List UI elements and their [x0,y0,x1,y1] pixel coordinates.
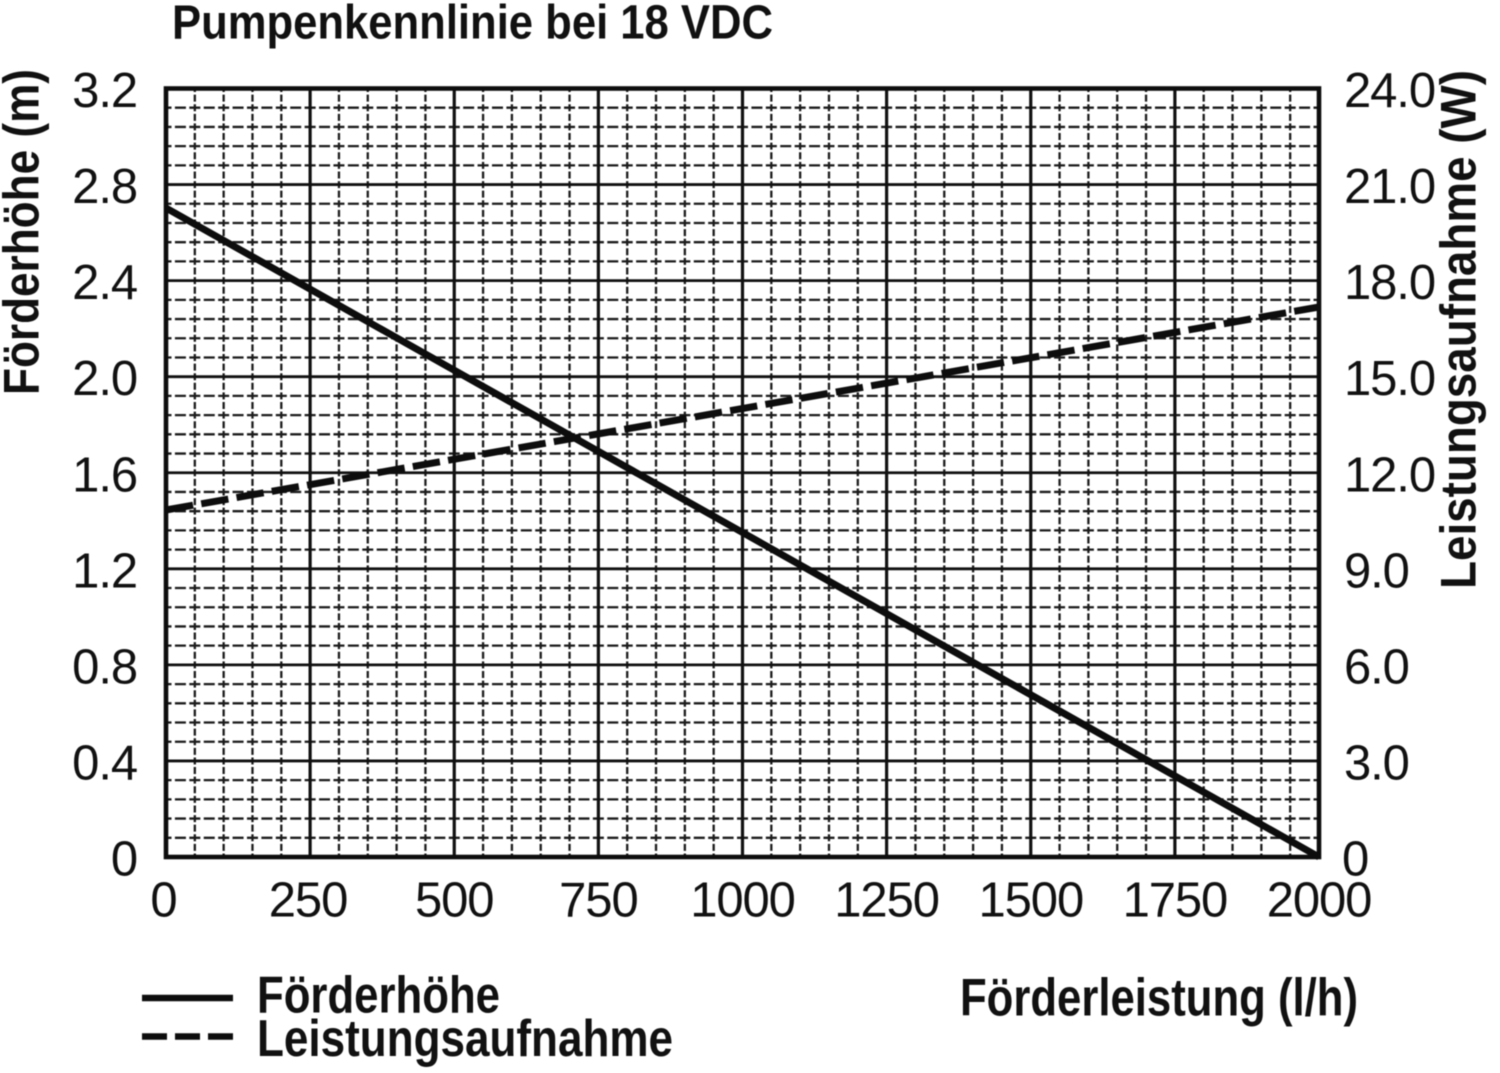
svg-text:15.0: 15.0 [1344,352,1435,406]
svg-text:Förderhöhe: Förderhöhe [257,967,500,1025]
svg-text:18.0: 18.0 [1344,256,1435,310]
svg-text:1500: 1500 [978,874,1083,928]
svg-text:6.0: 6.0 [1344,640,1409,694]
svg-text:1.6: 1.6 [72,448,137,502]
svg-text:24.0: 24.0 [1344,64,1435,118]
svg-text:1750: 1750 [1123,874,1228,928]
svg-text:Leistungsaufnahme (W): Leistungsaufnahme (W) [1431,70,1487,589]
svg-text:9.0: 9.0 [1344,544,1409,598]
svg-text:1000: 1000 [690,874,795,928]
svg-text:12.0: 12.0 [1344,448,1435,502]
svg-text:Pumpenkennlinie bei 18 VDC: Pumpenkennlinie bei 18 VDC [172,0,773,50]
svg-text:500: 500 [415,874,493,928]
svg-text:0.4: 0.4 [72,736,137,790]
svg-text:1250: 1250 [834,874,939,928]
svg-text:0: 0 [111,833,137,887]
svg-text:250: 250 [269,874,347,928]
svg-text:2000: 2000 [1267,874,1372,928]
svg-text:3.0: 3.0 [1344,736,1409,790]
svg-text:1.2: 1.2 [72,544,137,598]
svg-text:2.4: 2.4 [72,256,137,310]
svg-text:0: 0 [1342,833,1368,887]
svg-text:0: 0 [150,874,176,928]
svg-text:21.0: 21.0 [1344,160,1435,214]
svg-text:Leistungsaufnahme: Leistungsaufnahme [257,1010,673,1068]
svg-text:Förderleistung (l/h): Förderleistung (l/h) [960,969,1358,1028]
svg-text:0.8: 0.8 [72,640,137,694]
svg-text:2.0: 2.0 [72,352,137,406]
svg-text:3.2: 3.2 [72,64,137,118]
svg-text:750: 750 [559,874,637,928]
svg-text:2.8: 2.8 [72,160,137,214]
svg-text:Förderhöhe (m): Förderhöhe (m) [0,69,50,395]
